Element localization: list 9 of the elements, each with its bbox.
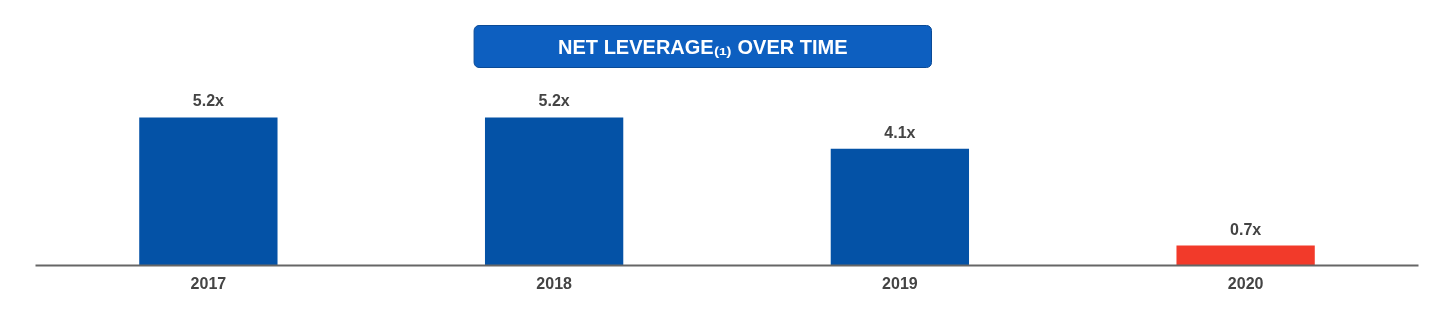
x-tick-label: 2020 <box>1227 274 1264 292</box>
data-label: 0.7x <box>1230 220 1262 238</box>
data-label: 5.2x <box>192 92 225 110</box>
x-tick-label: 2018 <box>536 274 573 292</box>
x-tick-label: 2019 <box>882 274 918 292</box>
data-label: 4.1x <box>884 123 916 141</box>
chart-title: NET LEVERAGE₍₁₎ OVER TIME <box>558 35 848 58</box>
x-tick-label: 2017 <box>190 274 227 292</box>
data-label: 5.2x <box>538 92 570 110</box>
